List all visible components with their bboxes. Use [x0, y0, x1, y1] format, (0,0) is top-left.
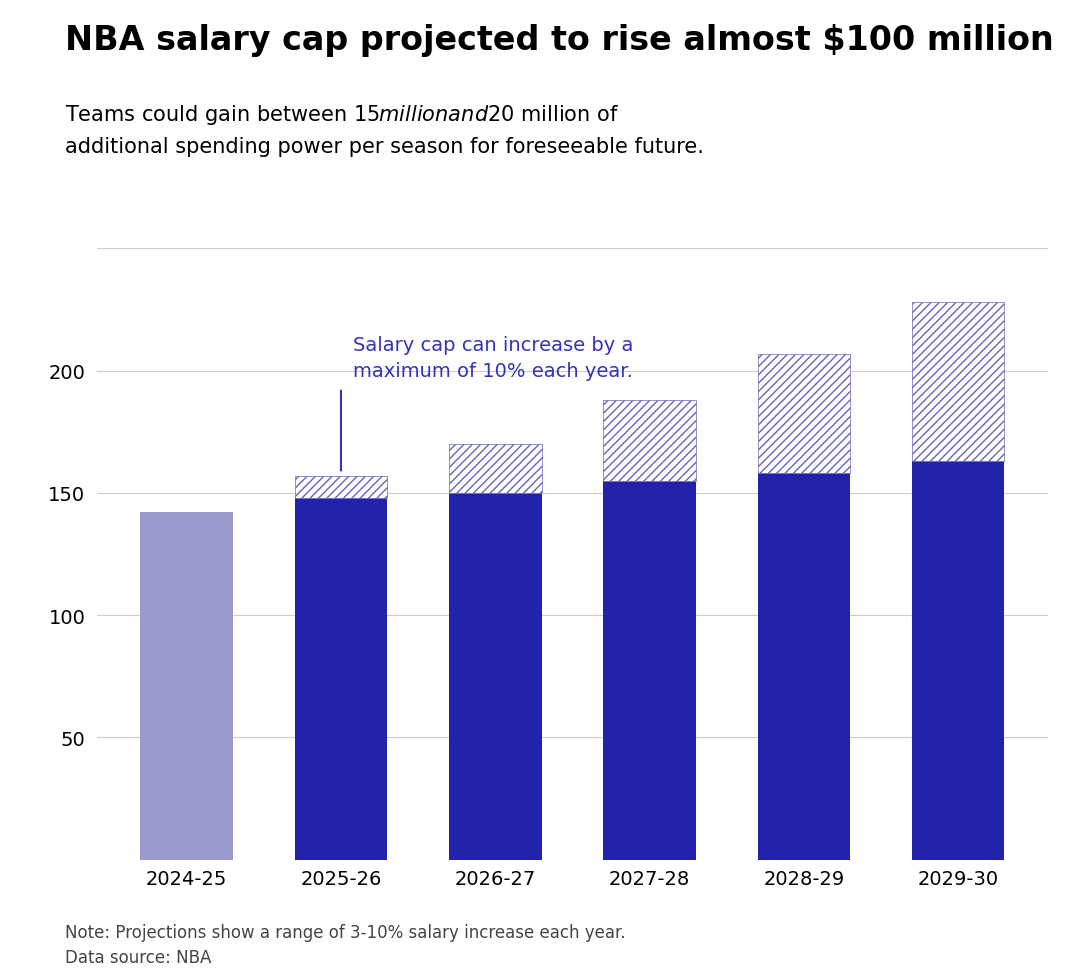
Bar — [295, 498, 388, 860]
Bar — [604, 401, 696, 482]
Bar — [449, 493, 541, 860]
Bar — [295, 477, 388, 498]
Text: NBA salary cap projected to rise almost $100 million: NBA salary cap projected to rise almost … — [65, 24, 1054, 58]
Bar — [757, 355, 850, 474]
Bar — [604, 482, 696, 860]
Bar — [912, 303, 1004, 461]
Text: Teams could gain between $15 million and $20 million of: Teams could gain between $15 million and… — [65, 103, 619, 127]
Bar — [449, 445, 541, 493]
Text: Salary cap can increase by a
maximum of 10% each year.: Salary cap can increase by a maximum of … — [353, 335, 634, 381]
Text: additional spending power per season for foreseeable future.: additional spending power per season for… — [65, 137, 704, 156]
Bar — [912, 461, 1004, 860]
Text: Note: Projections show a range of 3-10% salary increase each year.: Note: Projections show a range of 3-10% … — [65, 923, 625, 941]
Text: Data source: NBA: Data source: NBA — [65, 948, 212, 965]
Bar — [757, 474, 850, 860]
Bar — [140, 513, 233, 860]
